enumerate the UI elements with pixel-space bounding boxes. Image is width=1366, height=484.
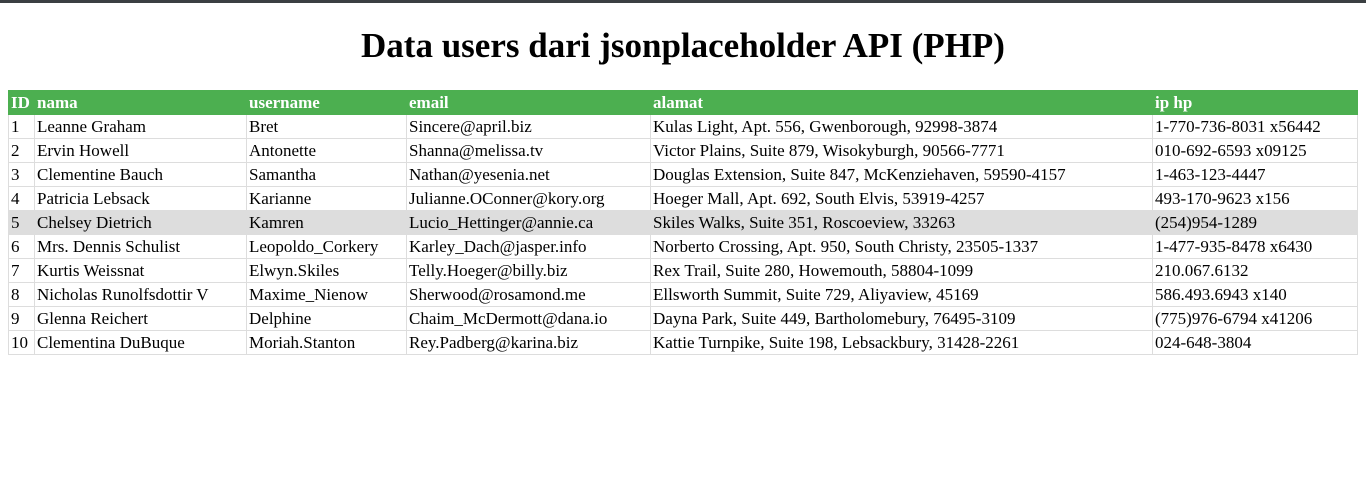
cell-username: Leopoldo_Corkery (246, 234, 407, 259)
cell-ip-hp: 586.493.6943 x140 (1152, 282, 1358, 307)
cell-ip-hp: 024-648-3804 (1152, 330, 1358, 355)
cell-email: Nathan@yesenia.net (406, 162, 651, 187)
cell-id: 4 (8, 186, 35, 211)
table-row: 10 Clementina DuBuque Moriah.Stanton Rey… (8, 330, 1358, 355)
cell-email: Sherwood@rosamond.me (406, 282, 651, 307)
column-header-nama: nama (34, 90, 247, 115)
table-header-row: ID nama username email alamat ip hp (8, 90, 1358, 115)
browser-top-border (0, 0, 1366, 3)
cell-username: Antonette (246, 138, 407, 163)
cell-alamat: Hoeger Mall, Apt. 692, South Elvis, 5391… (650, 186, 1153, 211)
cell-nama: Ervin Howell (34, 138, 247, 163)
cell-nama: Chelsey Dietrich (34, 210, 247, 235)
column-header-username: username (246, 90, 407, 115)
page-title: Data users dari jsonplaceholder API (PHP… (361, 26, 1005, 65)
cell-username: Karianne (246, 186, 407, 211)
table-row: 4 Patricia Lebsack Karianne Julianne.OCo… (8, 186, 1358, 211)
cell-username: Samantha (246, 162, 407, 187)
cell-id: 10 (8, 330, 35, 355)
cell-alamat: Douglas Extension, Suite 847, McKenzieha… (650, 162, 1153, 187)
cell-username: Kamren (246, 210, 407, 235)
column-header-id: ID (8, 90, 35, 115)
cell-alamat: Kulas Light, Apt. 556, Gwenborough, 9299… (650, 114, 1153, 139)
cell-nama: Kurtis Weissnat (34, 258, 247, 283)
cell-username: Elwyn.Skiles (246, 258, 407, 283)
cell-email: Julianne.OConner@kory.org (406, 186, 651, 211)
table-row: 1 Leanne Graham Bret Sincere@april.biz K… (8, 114, 1358, 139)
cell-username: Bret (246, 114, 407, 139)
cell-email: Karley_Dach@jasper.info (406, 234, 651, 259)
cell-email: Sincere@april.biz (406, 114, 651, 139)
cell-username: Delphine (246, 306, 407, 331)
cell-ip-hp: 493-170-9623 x156 (1152, 186, 1358, 211)
cell-alamat: Norberto Crossing, Apt. 950, South Chris… (650, 234, 1153, 259)
cell-username: Moriah.Stanton (246, 330, 407, 355)
cell-alamat: Victor Plains, Suite 879, Wisokyburgh, 9… (650, 138, 1153, 163)
cell-ip-hp: (775)976-6794 x41206 (1152, 306, 1358, 331)
cell-alamat: Ellsworth Summit, Suite 729, Aliyaview, … (650, 282, 1153, 307)
users-table: ID nama username email alamat ip hp 1 Le… (8, 90, 1358, 355)
cell-id: 1 (8, 114, 35, 139)
cell-username: Maxime_Nienow (246, 282, 407, 307)
cell-id: 3 (8, 162, 35, 187)
cell-id: 8 (8, 282, 35, 307)
cell-nama: Glenna Reichert (34, 306, 247, 331)
cell-id: 5 (8, 210, 35, 235)
table-row: 7 Kurtis Weissnat Elwyn.Skiles Telly.Hoe… (8, 258, 1358, 283)
column-header-email: email (406, 90, 651, 115)
cell-nama: Patricia Lebsack (34, 186, 247, 211)
table-row: 6 Mrs. Dennis Schulist Leopoldo_Corkery … (8, 234, 1358, 259)
cell-ip-hp: 210.067.6132 (1152, 258, 1358, 283)
cell-alamat: Dayna Park, Suite 449, Bartholomebury, 7… (650, 306, 1153, 331)
cell-email: Telly.Hoeger@billy.biz (406, 258, 651, 283)
cell-ip-hp: 1-770-736-8031 x56442 (1152, 114, 1358, 139)
cell-ip-hp: 1-463-123-4447 (1152, 162, 1358, 187)
cell-nama: Nicholas Runolfsdottir V (34, 282, 247, 307)
column-header-ip-hp: ip hp (1152, 90, 1358, 115)
column-header-alamat: alamat (650, 90, 1153, 115)
cell-alamat: Kattie Turnpike, Suite 198, Lebsackbury,… (650, 330, 1153, 355)
cell-email: Rey.Padberg@karina.biz (406, 330, 651, 355)
cell-email: Chaim_McDermott@dana.io (406, 306, 651, 331)
table-row: 8 Nicholas Runolfsdottir V Maxime_Nienow… (8, 282, 1358, 307)
cell-ip-hp: (254)954-1289 (1152, 210, 1358, 235)
cell-ip-hp: 010-692-6593 x09125 (1152, 138, 1358, 163)
cell-nama: Clementina DuBuque (34, 330, 247, 355)
cell-id: 9 (8, 306, 35, 331)
cell-alamat: Skiles Walks, Suite 351, Roscoeview, 332… (650, 210, 1153, 235)
table-row: 2 Ervin Howell Antonette Shanna@melissa.… (8, 138, 1358, 163)
cell-id: 2 (8, 138, 35, 163)
cell-alamat: Rex Trail, Suite 280, Howemouth, 58804-1… (650, 258, 1153, 283)
table-row-highlighted: 5 Chelsey Dietrich Kamren Lucio_Hettinge… (8, 210, 1358, 235)
cell-id: 7 (8, 258, 35, 283)
cell-email: Shanna@melissa.tv (406, 138, 651, 163)
cell-nama: Leanne Graham (34, 114, 247, 139)
table-row: 3 Clementine Bauch Samantha Nathan@yesen… (8, 162, 1358, 187)
table-row: 9 Glenna Reichert Delphine Chaim_McDermo… (8, 306, 1358, 331)
cell-id: 6 (8, 234, 35, 259)
cell-email: Lucio_Hettinger@annie.ca (406, 210, 651, 235)
cell-ip-hp: 1-477-935-8478 x6430 (1152, 234, 1358, 259)
cell-nama: Mrs. Dennis Schulist (34, 234, 247, 259)
cell-nama: Clementine Bauch (34, 162, 247, 187)
